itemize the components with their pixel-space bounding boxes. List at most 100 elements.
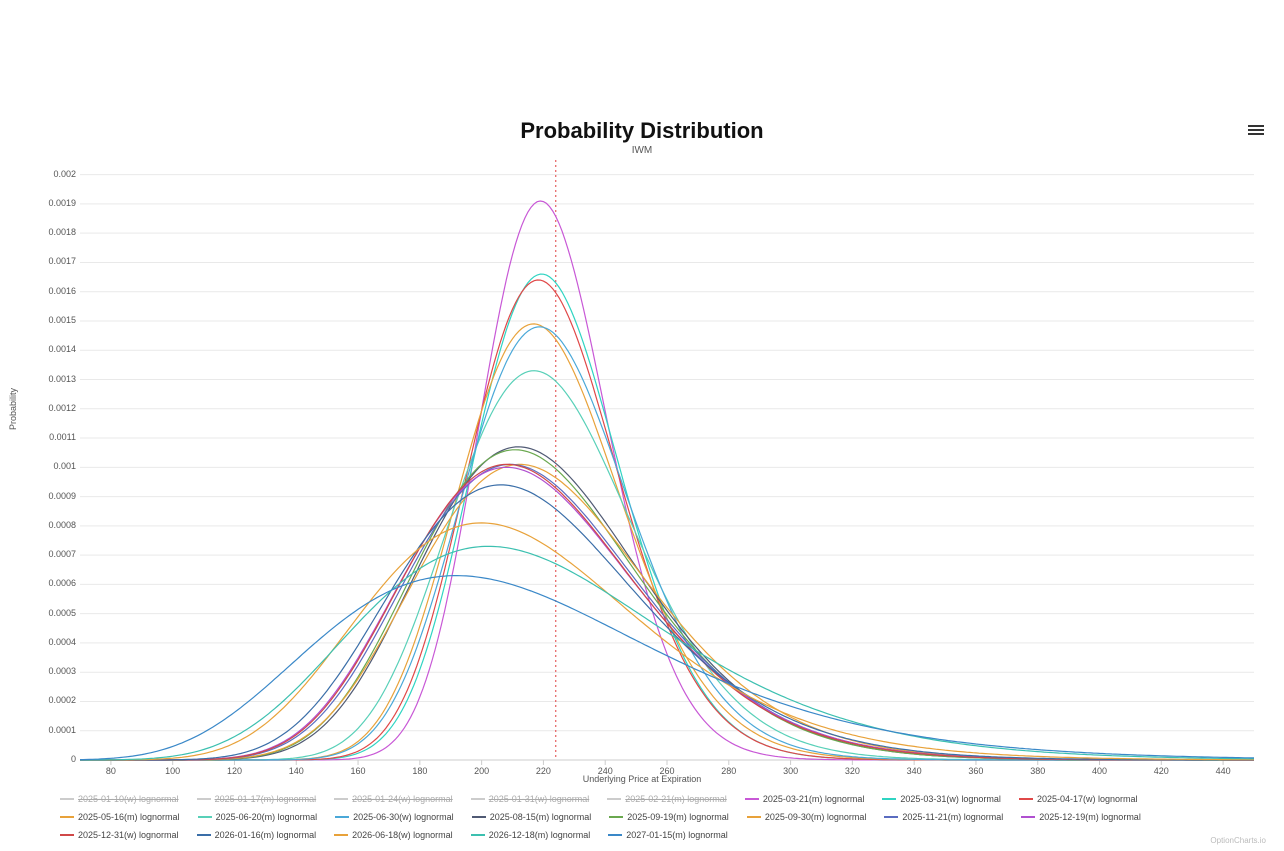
y-tick-label: 0.0006 <box>36 578 76 588</box>
series-line <box>80 576 1254 760</box>
x-tick-label: 340 <box>904 766 924 776</box>
chart-menu-button[interactable] <box>1248 123 1264 137</box>
x-tick-label: 220 <box>533 766 553 776</box>
legend-item[interactable]: 2026-01-16(m) lognormal <box>197 828 317 842</box>
watermark: OptionCharts.io <box>1210 836 1266 845</box>
legend-label: 2025-02-21(m) lognormal <box>625 792 727 806</box>
y-tick-label: 0.0005 <box>36 608 76 618</box>
x-tick-label: 360 <box>966 766 986 776</box>
y-tick-label: 0.0015 <box>36 315 76 325</box>
legend-swatch <box>607 798 621 800</box>
x-tick-label: 180 <box>410 766 430 776</box>
y-tick-label: 0.0009 <box>36 491 76 501</box>
legend-item[interactable]: 2025-08-15(m) lognormal <box>472 810 592 824</box>
y-tick-label: 0.002 <box>36 169 76 179</box>
legend-item[interactable]: 2025-01-24(w) lognormal <box>334 792 453 806</box>
series-line <box>80 523 1254 760</box>
series-line <box>80 274 1254 760</box>
series-line <box>80 447 1254 760</box>
x-tick-label: 420 <box>1151 766 1171 776</box>
legend-item[interactable]: 2025-06-20(m) lognormal <box>198 810 318 824</box>
legend-item[interactable]: 2025-12-31(w) lognormal <box>60 828 179 842</box>
y-tick-label: 0.0019 <box>36 198 76 208</box>
series-line <box>80 464 1254 760</box>
legend-item[interactable]: 2026-12-18(m) lognormal <box>471 828 591 842</box>
legend-item[interactable]: 2025-03-31(w) lognormal <box>882 792 1001 806</box>
x-tick-label: 400 <box>1090 766 1110 776</box>
legend-label: 2025-01-31(w) lognormal <box>489 792 590 806</box>
legend-swatch <box>745 798 759 800</box>
legend-label: 2026-01-16(m) lognormal <box>215 828 317 842</box>
x-tick-label: 160 <box>348 766 368 776</box>
legend-label: 2025-01-17(m) lognormal <box>215 792 317 806</box>
legend-swatch <box>471 834 485 836</box>
legend-swatch <box>60 834 74 836</box>
legend-item[interactable]: 2025-05-16(m) lognormal <box>60 810 180 824</box>
legend-label: 2025-03-31(w) lognormal <box>900 792 1001 806</box>
legend-swatch <box>334 834 348 836</box>
y-tick-label: 0.0008 <box>36 520 76 530</box>
y-tick-label: 0.0017 <box>36 256 76 266</box>
y-tick-label: 0.0014 <box>36 344 76 354</box>
y-tick-label: 0.0012 <box>36 403 76 413</box>
y-tick-label: 0.0004 <box>36 637 76 647</box>
series-line <box>80 464 1254 760</box>
y-tick-label: 0.0011 <box>36 432 76 442</box>
legend-item[interactable]: 2025-01-17(m) lognormal <box>197 792 317 806</box>
y-tick-label: 0.0016 <box>36 286 76 296</box>
chart-subtitle: IWM <box>0 145 1284 156</box>
y-tick-label: 0.0002 <box>36 695 76 705</box>
x-tick-label: 100 <box>163 766 183 776</box>
series-line <box>80 280 1254 760</box>
x-tick-label: 280 <box>719 766 739 776</box>
legend-label: 2025-09-30(m) lognormal <box>765 810 867 824</box>
legend-swatch <box>747 816 761 818</box>
series-line <box>80 464 1254 760</box>
legend-label: 2025-01-10(w) lognormal <box>78 792 179 806</box>
x-tick-label: 300 <box>781 766 801 776</box>
legend-item[interactable]: 2027-01-15(m) lognormal <box>608 828 728 842</box>
legend-item[interactable]: 2025-09-19(m) lognormal <box>609 810 729 824</box>
legend-label: 2025-12-31(w) lognormal <box>78 828 179 842</box>
legend-item[interactable]: 2025-04-17(w) lognormal <box>1019 792 1138 806</box>
legend-label: 2025-08-15(m) lognormal <box>490 810 592 824</box>
x-tick-label: 320 <box>842 766 862 776</box>
x-tick-label: 440 <box>1213 766 1233 776</box>
y-tick-label: 0.0018 <box>36 227 76 237</box>
legend-swatch <box>197 798 211 800</box>
legend-label: 2026-06-18(w) lognormal <box>352 828 453 842</box>
legend-swatch <box>335 816 349 818</box>
x-tick-label: 380 <box>1028 766 1048 776</box>
legend-swatch <box>334 798 348 800</box>
legend-item[interactable]: 2025-01-31(w) lognormal <box>471 792 590 806</box>
chart-legend: 2025-01-10(w) lognormal 2025-01-17(m) log… <box>60 792 1260 842</box>
legend-label: 2025-12-19(m) lognormal <box>1039 810 1141 824</box>
x-tick-label: 120 <box>224 766 244 776</box>
legend-swatch <box>198 816 212 818</box>
y-axis-label: Probability <box>8 388 18 430</box>
legend-item[interactable]: 2025-09-30(m) lognormal <box>747 810 867 824</box>
y-tick-label: 0.001 <box>36 461 76 471</box>
y-tick-label: 0 <box>36 754 76 764</box>
legend-swatch <box>884 816 898 818</box>
legend-label: 2025-11-21(m) lognormal <box>902 810 1003 824</box>
legend-swatch <box>471 798 485 800</box>
legend-item[interactable]: 2025-03-21(m) lognormal <box>745 792 865 806</box>
legend-swatch <box>1021 816 1035 818</box>
legend-swatch <box>609 816 623 818</box>
legend-item[interactable]: 2025-02-21(m) lognormal <box>607 792 727 806</box>
legend-label: 2025-03-21(m) lognormal <box>763 792 865 806</box>
series-line <box>80 201 1254 760</box>
legend-item[interactable]: 2025-06-30(w) lognormal <box>335 810 454 824</box>
legend-label: 2025-05-16(m) lognormal <box>78 810 180 824</box>
legend-label: 2026-12-18(m) lognormal <box>489 828 591 842</box>
legend-item[interactable]: 2025-12-19(m) lognormal <box>1021 810 1141 824</box>
x-tick-label: 260 <box>657 766 677 776</box>
legend-item[interactable]: 2025-01-10(w) lognormal <box>60 792 179 806</box>
chart-title: Probability Distribution <box>0 118 1284 144</box>
y-tick-label: 0.0007 <box>36 549 76 559</box>
legend-item[interactable]: 2025-11-21(m) lognormal <box>884 810 1003 824</box>
legend-label: 2025-06-20(m) lognormal <box>216 810 318 824</box>
legend-item[interactable]: 2026-06-18(w) lognormal <box>334 828 453 842</box>
legend-swatch <box>1019 798 1033 800</box>
